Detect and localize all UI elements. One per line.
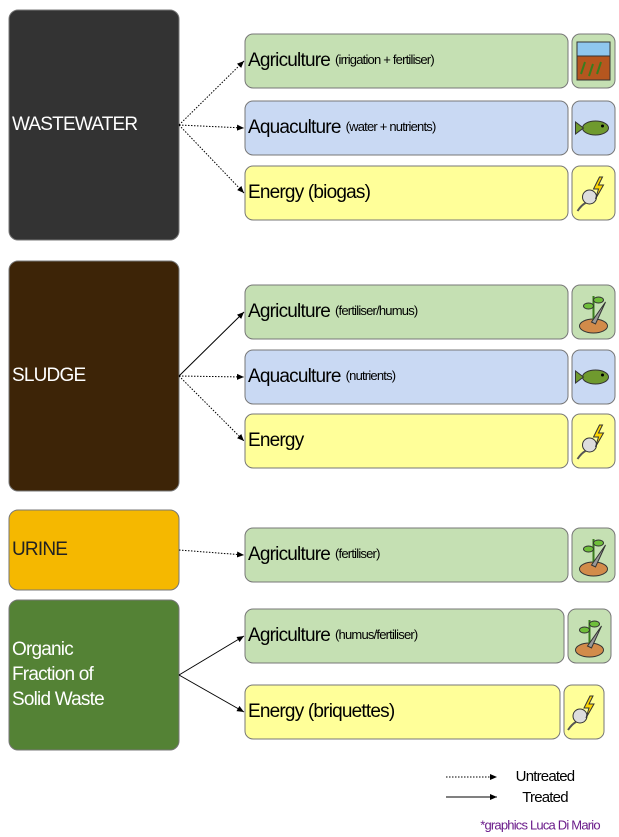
diagram: Untreated Treated *graphics Luca Di Mari… [0, 0, 619, 837]
source-label: Solid Waste [12, 689, 104, 710]
icon-leaf [594, 540, 604, 546]
target-label: Agriculture [248, 544, 330, 565]
source-label: Organic [12, 639, 73, 660]
target-label: Aquaculture [248, 117, 341, 138]
icon-fish [583, 121, 609, 135]
arrow [179, 61, 244, 125]
icon-fish [583, 370, 609, 384]
icon-fish-eye [601, 125, 604, 128]
icon-leaf [590, 621, 600, 627]
icon-plug [583, 438, 597, 452]
arrow [179, 376, 244, 377]
icon-plug [583, 190, 597, 204]
icon [577, 42, 610, 80]
target-label: Aquaculture [248, 366, 341, 387]
target-detail: (nutrients) [346, 368, 396, 383]
icon-fish-eye [601, 374, 604, 377]
arrow [179, 636, 244, 675]
arrow [179, 675, 244, 712]
target-label: Agriculture [248, 625, 330, 646]
icon-sky [577, 42, 610, 56]
target-detail: (fertiliser) [335, 546, 380, 561]
target-detail: (water + nutrients) [346, 119, 436, 134]
source-label: URINE [12, 539, 67, 560]
credit: *graphics Luca Di Mario [480, 817, 600, 832]
arrow [179, 125, 244, 193]
arrow [179, 376, 244, 441]
target-text: Energy (biogas) [248, 182, 371, 203]
legend-label: Treated [522, 789, 568, 806]
source-label: Fraction of [12, 664, 94, 685]
target-label: Agriculture [248, 50, 330, 71]
icon-leaf [594, 297, 604, 303]
target-label: Agriculture [248, 301, 330, 322]
target-label: Energy (biogas) [248, 182, 371, 203]
target-text: Energy [248, 430, 305, 451]
arrow [179, 125, 244, 128]
target-label: Energy (briquettes) [248, 701, 395, 722]
source-label: SLUDGE [12, 365, 85, 386]
icon-leaf [584, 303, 594, 309]
icon-leaf [580, 627, 590, 633]
target-text: Energy (briquettes) [248, 701, 395, 722]
target-detail: (fertiliser/humus) [335, 303, 418, 318]
arrow [179, 550, 244, 555]
icon-leaf [584, 546, 594, 552]
target-label: Energy [248, 430, 305, 451]
source-label: WASTEWATER [12, 114, 137, 135]
arrow [179, 312, 244, 376]
legend-label: Untreated [516, 768, 575, 785]
target-detail: (irrigation + fertiliser) [335, 52, 434, 67]
icon-plug [573, 709, 587, 723]
target-detail: (humus/fertiliser) [335, 627, 418, 642]
